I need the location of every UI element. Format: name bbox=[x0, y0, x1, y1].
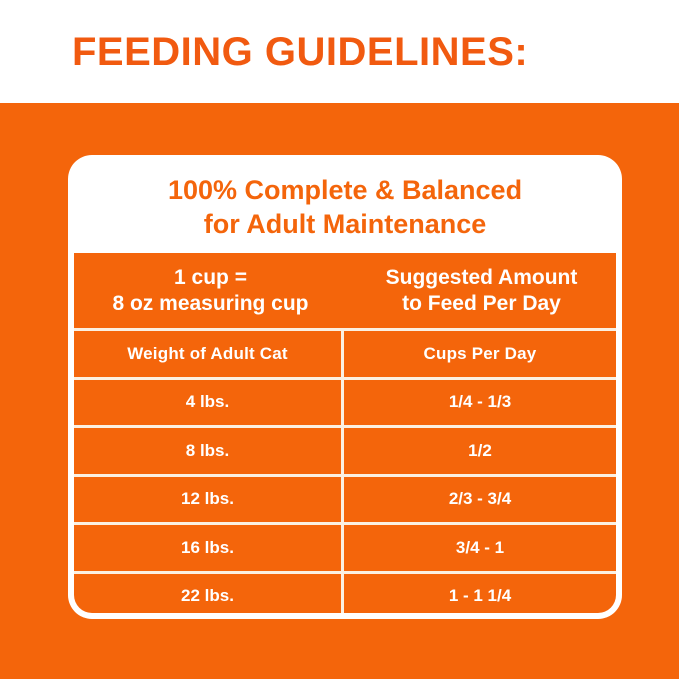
cell-weight: 12 lbs. bbox=[74, 476, 344, 522]
headline-line-1: 100% Complete & Balanced bbox=[167, 175, 523, 205]
cell-cups: 1/2 bbox=[344, 428, 616, 474]
cell-weight-value: 22 lbs. bbox=[181, 586, 234, 606]
cell-cups-value: 1/2 bbox=[468, 440, 492, 460]
table-column-header-row: Weight of Adult Cat Cups Per Day bbox=[74, 328, 616, 377]
cell-cups-value: 1/4 - 1/3 bbox=[448, 392, 512, 412]
table-top-band: 1 cup = 8 oz measuring cup Suggested Amo… bbox=[74, 253, 616, 328]
suggested-amount-line-2: to Feed Per Day bbox=[402, 291, 561, 315]
cell-cups-value: 1 - 1 1/4 bbox=[448, 586, 512, 606]
headline-line-2: for Adult Maintenance bbox=[203, 209, 487, 239]
table-row: 12 lbs. 2/3 - 3/4 bbox=[74, 473, 616, 523]
page-title: FEEDING GUIDELINES: bbox=[72, 29, 529, 74]
cell-cups-value: 3/4 - 1 bbox=[455, 537, 505, 557]
cell-weight: 16 lbs. bbox=[74, 525, 344, 571]
column-header-cups-label: Cups Per Day bbox=[423, 343, 537, 363]
column-header-weight-label: Weight of Adult Cat bbox=[127, 343, 288, 363]
cell-weight: 4 lbs. bbox=[74, 379, 344, 425]
table-row: 4 lbs. 1/4 - 1/3 bbox=[74, 376, 616, 426]
suggested-amount-line-1: Suggested Amount bbox=[385, 265, 578, 289]
feeding-table: 1 cup = 8 oz measuring cup Suggested Amo… bbox=[74, 253, 616, 613]
feeding-card-inner: 100% Complete & Balanced for Adult Maint… bbox=[74, 161, 616, 613]
feeding-card: 100% Complete & Balanced for Adult Maint… bbox=[68, 155, 622, 619]
table-row: 16 lbs. 3/4 - 1 bbox=[74, 522, 616, 571]
cell-cups: 1/4 - 1/3 bbox=[344, 380, 616, 426]
cell-cups: 1 - 1 1/4 bbox=[344, 574, 616, 614]
page-header-banner: FEEDING GUIDELINES: bbox=[0, 0, 679, 103]
cup-definition-cell: 1 cup = 8 oz measuring cup bbox=[74, 253, 347, 328]
cell-weight-value: 12 lbs. bbox=[181, 489, 234, 509]
table-row: 8 lbs. 1/2 bbox=[74, 425, 616, 474]
cup-definition-line-1: 1 cup = bbox=[174, 265, 247, 289]
table-row: 22 lbs. 1 - 1 1/4 bbox=[74, 570, 616, 614]
cup-definition-line-2: 8 oz measuring cup bbox=[112, 291, 309, 315]
suggested-amount-cell: Suggested Amount to Feed Per Day bbox=[347, 253, 616, 328]
card-headline: 100% Complete & Balanced for Adult Maint… bbox=[74, 161, 616, 253]
cell-weight: 8 lbs. bbox=[74, 428, 344, 474]
cell-weight-value: 8 lbs. bbox=[185, 440, 230, 460]
cell-cups-value: 2/3 - 3/4 bbox=[448, 489, 512, 509]
cell-cups: 2/3 - 3/4 bbox=[344, 477, 616, 523]
cell-weight-value: 4 lbs. bbox=[185, 392, 230, 412]
cell-cups: 3/4 - 1 bbox=[344, 525, 616, 571]
column-header-cups: Cups Per Day bbox=[344, 331, 616, 377]
cell-weight: 22 lbs. bbox=[74, 573, 344, 613]
column-header-weight: Weight of Adult Cat bbox=[74, 331, 344, 377]
cell-weight-value: 16 lbs. bbox=[181, 537, 234, 557]
